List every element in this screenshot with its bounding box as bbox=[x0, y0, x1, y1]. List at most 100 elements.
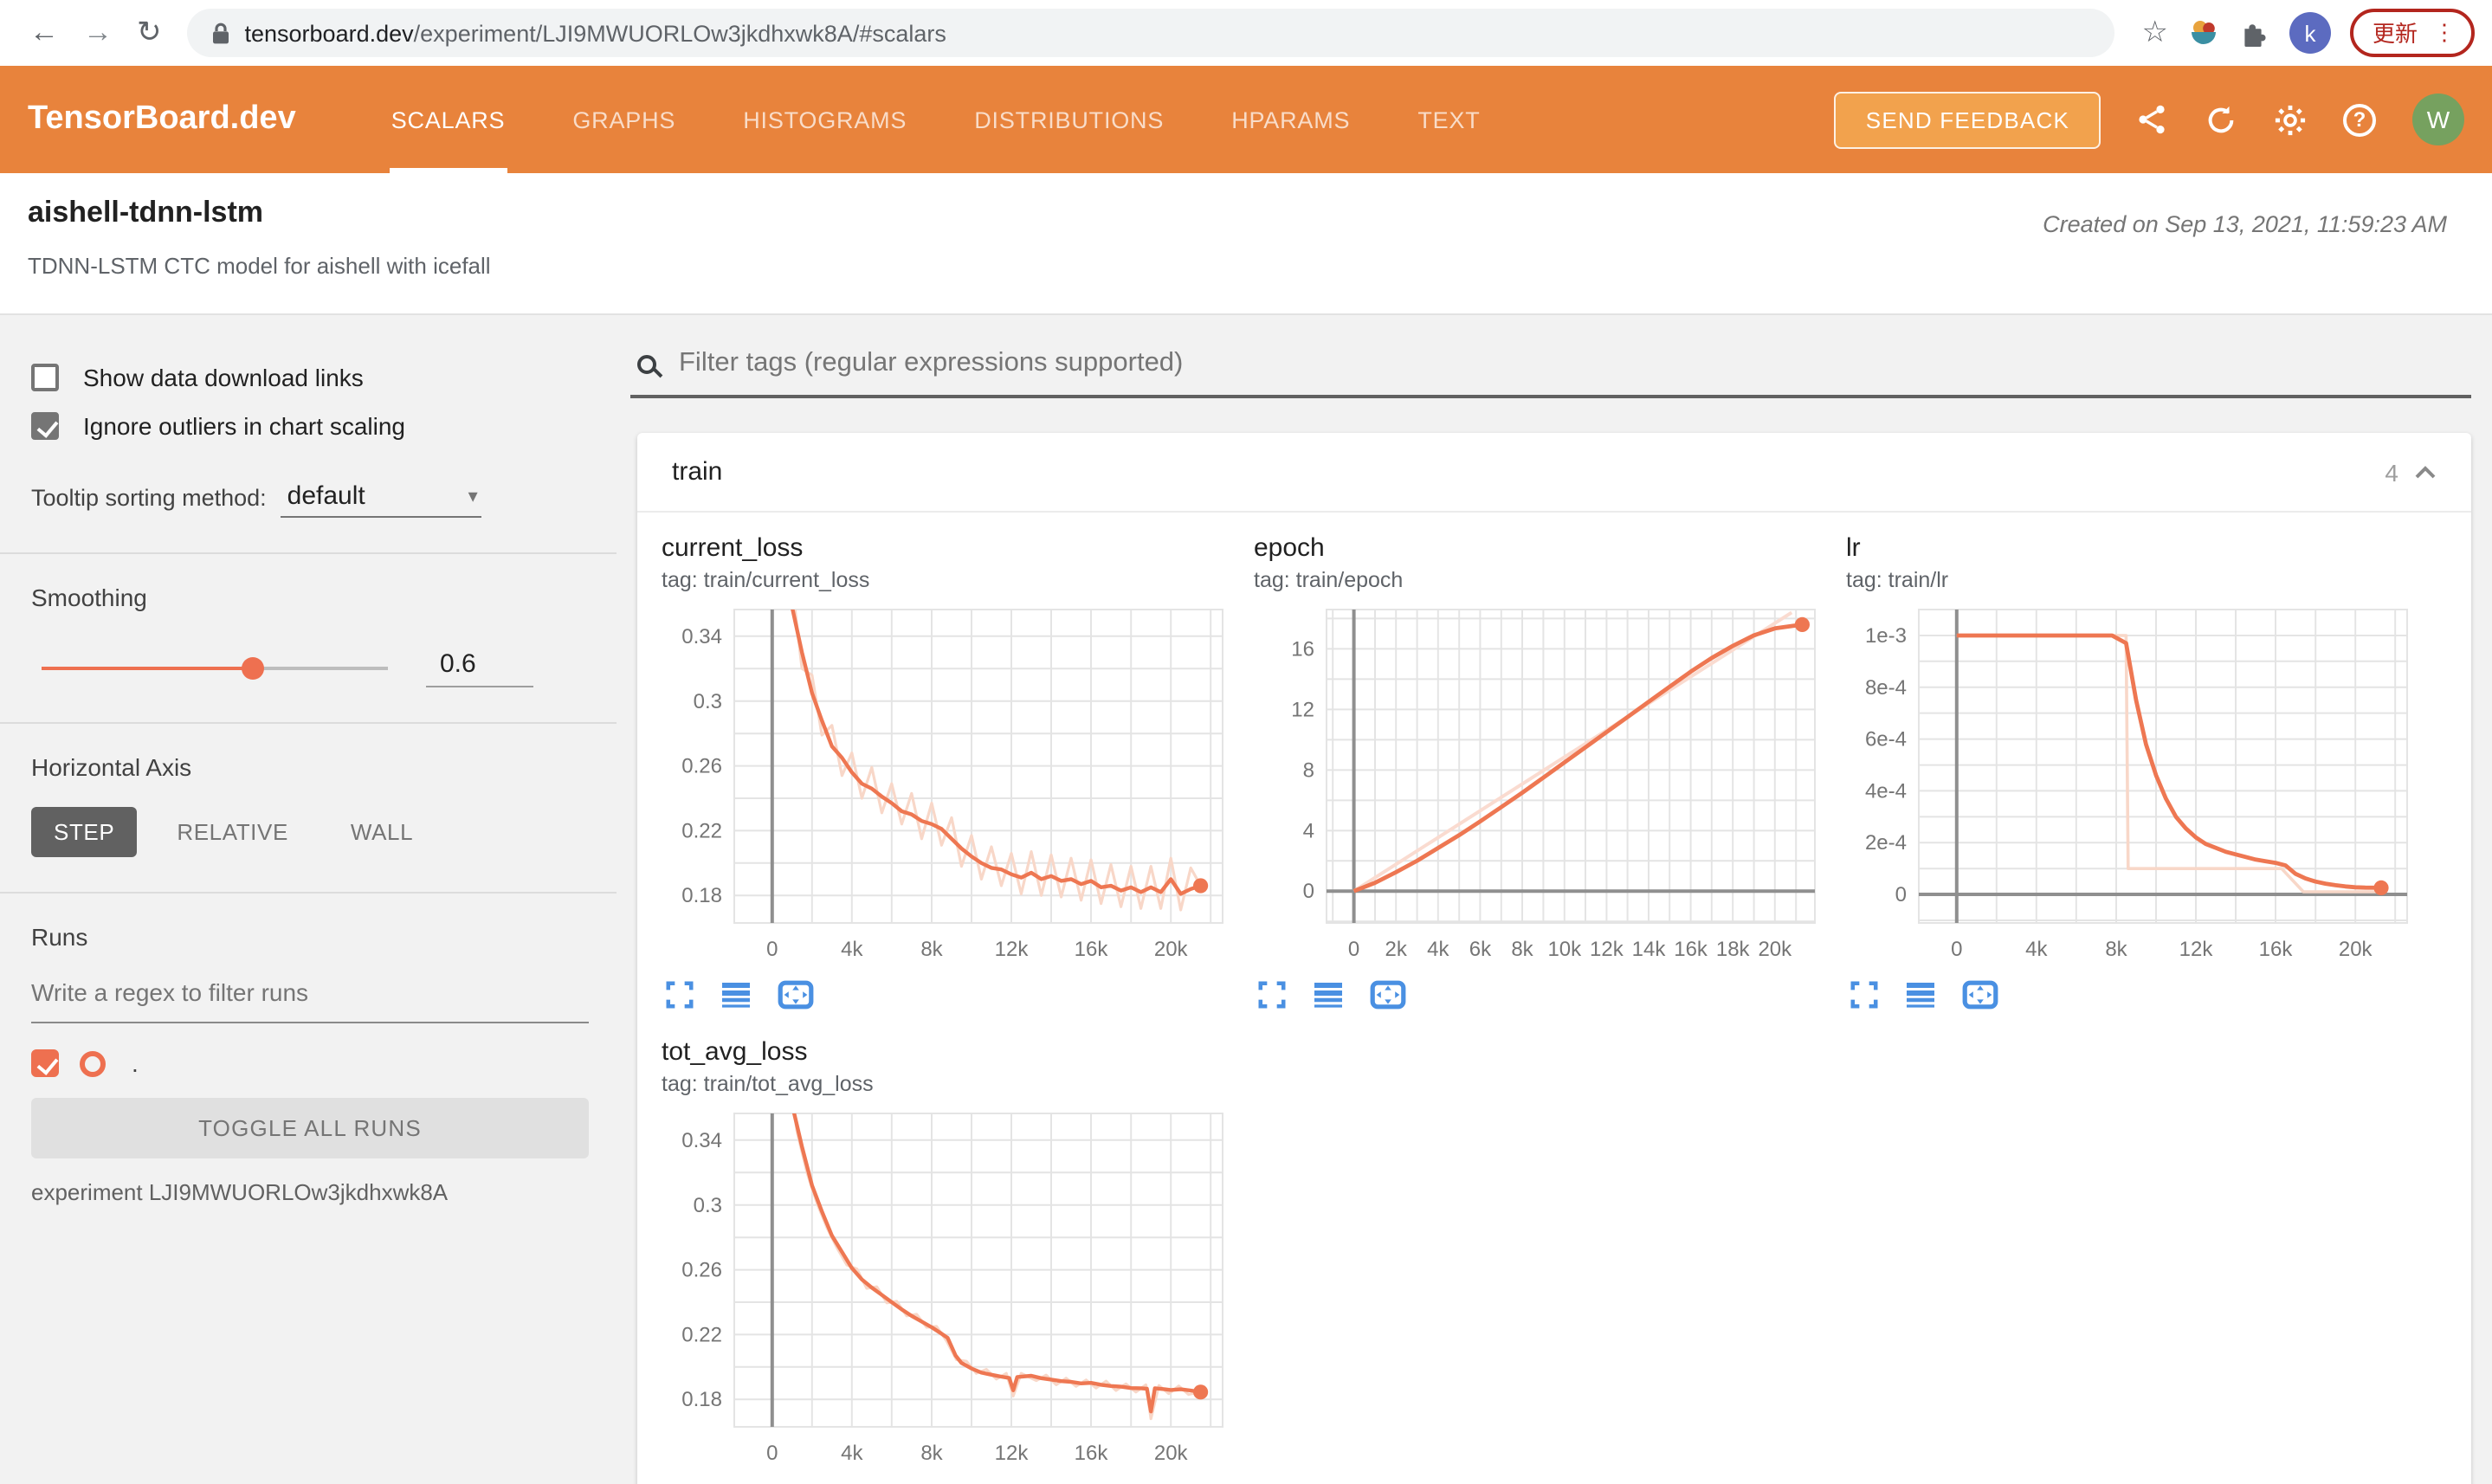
log-scale-icon[interactable] bbox=[720, 980, 752, 1010]
tab-distributions[interactable]: DISTRIBUTIONS bbox=[974, 106, 1165, 132]
chart-plot-tot_avg_loss[interactable]: 0 4k 8k 12k 16k 20k 0.18 0.22 0.26 0.3 0.34 bbox=[662, 1105, 1233, 1472]
log-scale-icon[interactable] bbox=[1313, 980, 1344, 1010]
log-scale-icon[interactable] bbox=[1905, 980, 1936, 1010]
app-logo[interactable]: TensorBoard.dev bbox=[28, 100, 296, 137]
chevron-down-icon: ▾ bbox=[468, 487, 478, 507]
ignore-outliers-row[interactable]: Ignore outliers in chart scaling bbox=[31, 412, 589, 440]
expand-icon[interactable] bbox=[1850, 980, 1879, 1010]
svg-text:1e-3: 1e-3 bbox=[1865, 624, 1907, 648]
browser-update-button[interactable]: 更新 ⋮ bbox=[2349, 9, 2475, 57]
fit-domain-icon[interactable] bbox=[1962, 980, 1998, 1010]
tooltip-sorting-select[interactable]: default ▾ bbox=[280, 481, 481, 518]
svg-text:12k: 12k bbox=[995, 1442, 1030, 1465]
run-color-swatch[interactable] bbox=[80, 1050, 106, 1076]
nav-tabs: SCALARS GRAPHS HISTOGRAMS DISTRIBUTIONS HPAR… bbox=[389, 66, 1482, 173]
reload-data-icon[interactable] bbox=[2205, 103, 2237, 136]
group-name: train bbox=[672, 457, 723, 487]
svg-text:0.3: 0.3 bbox=[694, 1194, 722, 1217]
runs-regex-input[interactable] bbox=[31, 978, 589, 1023]
tooltip-sorting-row: Tooltip sorting method: default ▾ bbox=[31, 481, 589, 518]
svg-text:12k: 12k bbox=[2179, 938, 2214, 961]
tab-hparams[interactable]: HPARAMS bbox=[1231, 106, 1351, 132]
tab-graphs[interactable]: GRAPHS bbox=[572, 106, 676, 132]
expand-icon[interactable] bbox=[665, 980, 694, 1010]
chart-title: tot_avg_loss bbox=[662, 1037, 808, 1067]
axis-wall-button[interactable]: WALL bbox=[328, 807, 436, 857]
svg-text:8: 8 bbox=[1303, 758, 1314, 782]
svg-text:12: 12 bbox=[1291, 698, 1314, 721]
chart-actions bbox=[1257, 980, 1825, 1010]
settings-gear-icon[interactable] bbox=[2274, 103, 2307, 136]
browser-profile-avatar[interactable]: k bbox=[2289, 12, 2331, 54]
chart-plot-current_loss[interactable]: 0 4k 8k 12k 16k 20k 0.18 0.22 0.26 0.3 0.34 bbox=[662, 601, 1233, 968]
share-icon[interactable] bbox=[2137, 104, 2168, 135]
svg-text:2e-4: 2e-4 bbox=[1865, 831, 1907, 855]
expand-icon[interactable] bbox=[1257, 980, 1287, 1010]
axis-step-button[interactable]: STEP bbox=[31, 807, 138, 857]
chart-title: lr bbox=[1846, 533, 1861, 563]
svg-text:4k: 4k bbox=[841, 938, 863, 961]
divider bbox=[0, 552, 617, 554]
svg-text:0: 0 bbox=[1348, 938, 1359, 961]
chart-title: current_loss bbox=[662, 533, 804, 563]
filter-tags-input[interactable] bbox=[675, 346, 2471, 381]
experiment-subtitle: TDNN-LSTM CTC model for aishell with ice… bbox=[28, 253, 491, 279]
toggle-all-runs-button[interactable]: TOGGLE ALL RUNS bbox=[31, 1098, 589, 1158]
extension-bowl-icon[interactable] bbox=[2189, 19, 2218, 47]
smoothing-slider[interactable] bbox=[42, 657, 388, 680]
show-download-links-row[interactable]: Show data download links bbox=[31, 364, 589, 391]
address-bar[interactable]: tensorboard.dev/experiment/LJI9MWUORLOw3… bbox=[187, 9, 2114, 57]
chart-plot-epoch[interactable]: 0 2k 4k 6k 8k 10k 12k 14k 16k 18k 20k 0 4 8 12 16 bbox=[1254, 601, 1825, 968]
svg-text:4k: 4k bbox=[1427, 938, 1449, 961]
svg-text:0.26: 0.26 bbox=[681, 755, 722, 778]
send-feedback-button[interactable]: SEND FEEDBACK bbox=[1834, 91, 2101, 148]
experiment-id-text: experiment LJI9MWUORLOw3jkdhxwk8A bbox=[31, 1179, 449, 1205]
chart-tag: tag: train/tot_avg_loss bbox=[662, 1072, 874, 1096]
svg-text:16k: 16k bbox=[1674, 938, 1708, 961]
svg-text:4k: 4k bbox=[841, 1442, 863, 1465]
svg-text:14k: 14k bbox=[1632, 938, 1667, 961]
train-group-header[interactable]: train 4 bbox=[637, 433, 2471, 513]
chart-card-tot_avg_loss: tot_avg_loss tag: train/tot_avg_loss 0 4k 8k… bbox=[662, 1037, 1233, 1484]
slider-thumb[interactable] bbox=[242, 657, 264, 680]
help-icon[interactable]: ? bbox=[2343, 103, 2376, 136]
account-avatar[interactable]: W bbox=[2412, 94, 2464, 145]
smoothing-label: Smoothing bbox=[31, 584, 147, 611]
svg-text:20k: 20k bbox=[1154, 1442, 1189, 1465]
tab-text[interactable]: TEXT bbox=[1417, 106, 1481, 132]
url-host: tensorboard.dev bbox=[244, 20, 414, 46]
show-download-links-label: Show data download links bbox=[83, 364, 364, 391]
refresh-icon[interactable]: ↻ bbox=[137, 16, 162, 48]
chevron-up-icon[interactable] bbox=[2414, 456, 2437, 487]
svg-text:0.18: 0.18 bbox=[681, 884, 722, 907]
svg-text:20k: 20k bbox=[1758, 938, 1792, 961]
fit-domain-icon[interactable] bbox=[778, 980, 814, 1010]
lock-icon[interactable] bbox=[212, 22, 231, 44]
tab-scalars[interactable]: SCALARS bbox=[389, 66, 507, 173]
back-icon[interactable]: ← bbox=[29, 16, 59, 48]
run-row[interactable]: . bbox=[31, 1049, 589, 1077]
chart-title: epoch bbox=[1254, 533, 1325, 563]
extensions-puzzle-icon[interactable] bbox=[2239, 19, 2267, 47]
runs-label: Runs bbox=[31, 923, 88, 951]
fit-domain-icon[interactable] bbox=[1370, 980, 1406, 1010]
group-collapse-control[interactable]: 4 bbox=[2385, 456, 2437, 487]
svg-text:12k: 12k bbox=[1590, 938, 1624, 961]
tab-histograms[interactable]: HISTOGRAMS bbox=[743, 106, 907, 132]
svg-text:0: 0 bbox=[1303, 880, 1314, 903]
forward-icon[interactable]: → bbox=[83, 16, 113, 48]
ignore-outliers-checkbox[interactable] bbox=[31, 412, 59, 440]
svg-text:0.34: 0.34 bbox=[681, 1129, 722, 1152]
browser-menu-icon[interactable]: ⋮ bbox=[2433, 18, 2456, 44]
svg-text:20k: 20k bbox=[2339, 938, 2373, 961]
svg-text:0.18: 0.18 bbox=[681, 1388, 722, 1411]
slider-fill bbox=[42, 667, 253, 670]
svg-text:4e-4: 4e-4 bbox=[1865, 779, 1907, 803]
chart-plot-lr[interactable]: 0 4k 8k 12k 16k 20k 0 2e-4 4e-4 6e-4 8e-4 1e-3 bbox=[1846, 601, 2418, 968]
show-download-links-checkbox[interactable] bbox=[31, 364, 59, 391]
run-checkbox[interactable] bbox=[31, 1049, 59, 1077]
axis-relative-button[interactable]: RELATIVE bbox=[154, 807, 311, 857]
chart-tag: tag: train/lr bbox=[1846, 568, 1949, 592]
bookmark-star-icon[interactable]: ☆ bbox=[2141, 16, 2168, 48]
smoothing-value-input[interactable] bbox=[426, 649, 533, 687]
